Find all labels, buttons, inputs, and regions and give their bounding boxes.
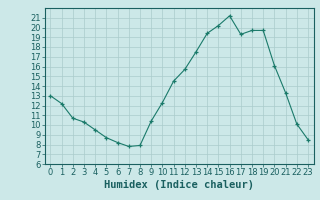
X-axis label: Humidex (Indice chaleur): Humidex (Indice chaleur) bbox=[104, 180, 254, 190]
